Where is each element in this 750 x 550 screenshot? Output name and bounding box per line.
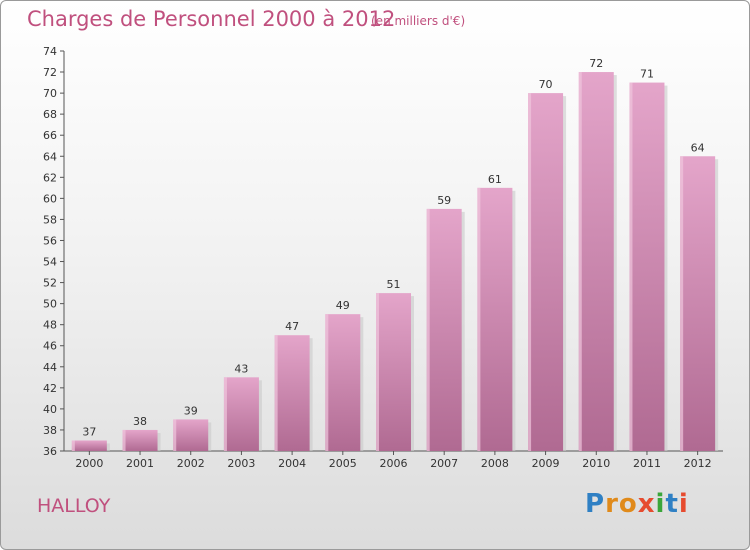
bar-highlight [629,82,633,451]
bar-value-label: 43 [234,362,248,375]
bar-highlight [325,314,329,451]
logo-letter: x [637,489,656,519]
bar-value-label: 61 [488,173,502,186]
bar-value-label: 47 [285,320,299,333]
x-tick-label: 2000 [75,457,103,470]
y-tick-label: 74 [43,45,57,58]
x-tick-label: 2011 [633,457,661,470]
y-tick-label: 68 [43,108,57,121]
bar [173,419,209,451]
x-tick-label: 2003 [227,457,255,470]
chart-value-labels: 37 38 39 43 47 49 51 59 61 70 72 71 64 [82,57,704,438]
y-tick-label: 56 [43,234,57,247]
y-tick-label: 36 [43,445,57,458]
chart-bars [71,72,719,452]
x-tick-label: 2010 [582,457,610,470]
bar-highlight [274,335,278,451]
bar [223,377,259,451]
chart-title: Charges de Personnel 2000 à 2012 [27,7,396,31]
x-tick-label: 2007 [430,457,458,470]
bar [274,335,310,451]
chart-axes: 36 38 40 42 44 46 48 50 52 54 56 58 60 62 64 66 68 70 72 74… [43,45,723,470]
bar-value-label: 71 [640,68,654,81]
y-tick-label: 64 [43,150,57,163]
bar-highlight [173,419,177,451]
bar-highlight [680,156,684,451]
y-tick-label: 46 [43,340,57,353]
y-tick-label: 48 [43,319,57,332]
x-tick-label: 2006 [380,457,408,470]
y-tick-label: 50 [43,298,57,311]
bar-highlight [477,187,481,451]
y-tick-label: 38 [43,424,57,437]
bar-value-label: 38 [133,415,147,428]
logo-letter: t [665,489,679,519]
bar-value-label: 70 [539,78,553,91]
bar [122,429,158,451]
bar-highlight [528,93,532,452]
commune-name: HALLOY [37,495,111,517]
bar-highlight [376,293,379,451]
bar-highlight [578,72,582,451]
bar [528,93,564,452]
bar-value-label: 51 [387,278,401,291]
bar [376,293,411,451]
x-tick-label: 2008 [481,457,509,470]
y-tick-label: 54 [43,256,57,269]
bar [426,208,462,451]
y-tick-label: 60 [43,192,57,205]
bar [71,440,107,451]
y-tick-label: 62 [43,171,57,184]
x-tick-label: 2002 [177,457,205,470]
proxiti-logo[interactable]: Proxiti [585,489,689,519]
y-tick-label: 44 [43,361,57,374]
bar [578,72,614,451]
x-tick-label: 2012 [684,457,712,470]
bar-value-label: 49 [336,299,350,312]
bar-highlight [426,208,430,451]
x-tick-label: 2004 [278,457,306,470]
bar [477,187,513,451]
logo-letter: o [618,489,638,519]
bar [680,156,716,451]
bar-highlight [122,429,126,451]
bar-value-label: 72 [589,57,603,70]
y-tick-label: 52 [43,277,57,290]
y-tick-label: 40 [43,403,57,416]
logo-letter: r [605,489,619,519]
bar-highlight [71,440,75,451]
y-tick-label: 42 [43,382,57,395]
y-tick-label: 70 [43,87,57,100]
bar-value-label: 64 [691,141,705,154]
y-tick-label: 66 [43,129,57,142]
bar-value-label: 59 [437,194,451,207]
bar [325,314,361,451]
x-tick-label: 2001 [126,457,154,470]
bar-value-label: 37 [82,425,96,438]
logo-letter: i [678,489,689,519]
x-tick-label: 2009 [532,457,560,470]
chart-subtitle: (en milliers d'€) [371,14,466,28]
logo-letter: P [585,489,606,519]
y-tick-label: 58 [43,213,57,226]
logo-letter: i [655,489,666,519]
x-tick-label: 2005 [329,457,357,470]
bar [629,82,665,451]
bar-highlight [223,377,227,451]
y-tick-label: 72 [43,66,57,79]
bar-value-label: 39 [184,404,198,417]
